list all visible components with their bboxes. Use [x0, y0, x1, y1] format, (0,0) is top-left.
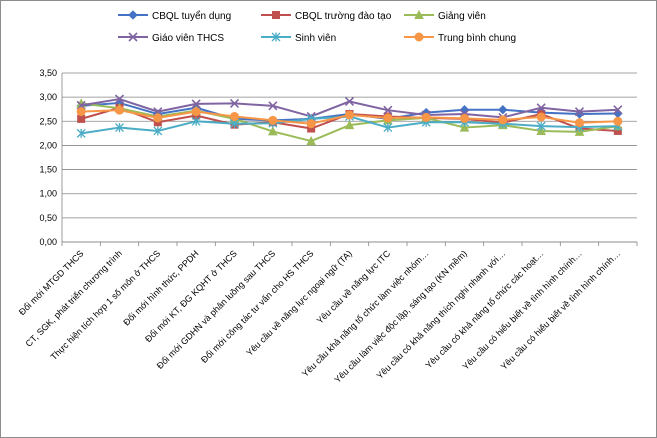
data-point	[306, 136, 317, 146]
data-point	[574, 126, 585, 136]
y-tick-label: 0,00	[39, 237, 57, 247]
data-point	[115, 123, 124, 133]
legend-marker	[128, 32, 138, 42]
y-tick-label: 1,50	[39, 165, 57, 175]
legend-label: Giảng viên	[438, 11, 486, 22]
data-point	[77, 114, 86, 123]
data-point	[498, 115, 508, 125]
data-point	[383, 113, 393, 123]
data-point	[268, 115, 278, 125]
legend-label: Giáo viên THCS	[152, 33, 224, 44]
legend-marker	[272, 11, 280, 19]
legend-label: CBQL trường đào tạo	[295, 11, 392, 22]
data-point	[153, 113, 163, 123]
x-tick-label: Đổi mới MTGD THCS	[17, 248, 86, 317]
data-point	[268, 101, 278, 111]
legend-item: CBQL trường đào tạo	[261, 11, 392, 22]
data-point	[229, 98, 240, 108]
data-point	[115, 105, 124, 115]
data-point	[575, 118, 584, 128]
data-point	[344, 96, 355, 107]
data-point	[536, 112, 546, 122]
data-point	[191, 99, 201, 109]
series-6	[76, 105, 623, 129]
data-point	[191, 107, 201, 117]
data-point	[76, 128, 86, 138]
legend-marker	[414, 32, 424, 42]
legend-item: Giáo viên THCS	[118, 32, 224, 44]
data-point	[383, 123, 393, 133]
legend-label: Trung bình chung	[438, 33, 516, 44]
legend-label: CBQL tuyển dụng	[152, 10, 231, 22]
legend-marker	[271, 32, 281, 42]
y-tick-label: 2,00	[39, 140, 57, 150]
data-point	[345, 110, 354, 120]
legend-marker	[128, 10, 138, 20]
y-tick-label: 3,00	[39, 92, 57, 102]
y-tick-label: 0,50	[39, 213, 57, 223]
data-point	[613, 105, 623, 115]
y-tick-label: 3,50	[39, 68, 57, 78]
legend-item: Giảng viên	[404, 9, 486, 22]
data-point	[536, 121, 546, 131]
legend: CBQL tuyển dụng CBQL trường đào tạo Giảng …	[118, 9, 516, 44]
data-point	[613, 116, 623, 126]
data-point	[267, 126, 278, 136]
data-point	[498, 104, 508, 115]
data-point	[153, 126, 163, 136]
legend-label: Sinh viên	[295, 33, 336, 44]
y-tick-label: 2,50	[39, 116, 57, 126]
y-axis: 0,00 0,50 1,00 1,50 2,00 2,50 3,00 3,50	[39, 68, 63, 247]
legend-item: CBQL tuyển dụng	[118, 10, 231, 22]
data-point	[114, 94, 125, 104]
data-point	[306, 119, 316, 129]
legend-item: Sinh viên	[261, 32, 336, 44]
legend-item: Trung bình chung	[404, 32, 516, 44]
y-tick-label: 1,00	[39, 189, 57, 199]
data-point	[383, 105, 393, 115]
legend-marker	[414, 9, 424, 19]
data-point	[344, 120, 355, 130]
data-point	[536, 125, 547, 135]
data-point	[421, 112, 431, 122]
data-point	[459, 104, 470, 115]
data-point	[191, 116, 201, 126]
data-point	[536, 103, 546, 113]
x-tick-label: Yêu cầu về năng lực ITC	[315, 248, 393, 326]
data-point	[230, 111, 239, 121]
gridlines	[62, 72, 637, 243]
x-tick-label: Đổi mới hình thức, PPDH	[121, 248, 200, 327]
data-point	[459, 122, 470, 132]
data-point	[574, 107, 585, 117]
data-point	[460, 113, 469, 123]
x-tick-label: Yêu cầu làm việc độc lập, sáng tạo (KN m…	[332, 248, 469, 385]
data-point	[76, 107, 86, 117]
series-group	[76, 94, 623, 146]
